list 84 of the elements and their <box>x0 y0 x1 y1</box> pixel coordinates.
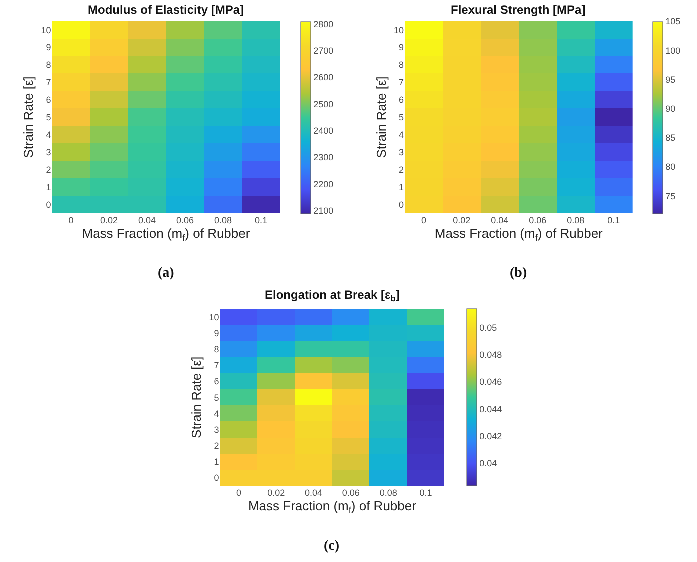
x-tick-label: 0.04 <box>491 216 509 226</box>
color-bar-label: 80 <box>666 162 676 172</box>
color-bar-label: 0.04 <box>480 458 498 468</box>
x-tick-label: 0.06 <box>176 216 194 226</box>
y-tick-label: 0 <box>398 200 404 210</box>
color-bar-label: 2500 <box>314 99 334 110</box>
y-axis-title: Strain Rate [ε̇] <box>21 76 36 158</box>
color-bar-label: 100 <box>666 46 681 56</box>
y-tick-label: 3 <box>398 148 404 158</box>
text: (a) <box>158 266 175 281</box>
color-bar-label: 2700 <box>314 46 334 56</box>
x-tick-label: 0.1 <box>608 216 620 226</box>
y-tick-label: 3 <box>46 148 52 158</box>
x-tick-label: 0.02 <box>268 488 286 498</box>
x-tick-label: 0.04 <box>304 488 323 498</box>
x-tick-label: 0.06 <box>342 488 360 498</box>
color-bar-label: 0.044 <box>480 404 502 414</box>
y-tick-label: 2 <box>214 441 220 452</box>
y-tick-label: 8 <box>214 344 220 354</box>
x-tick-label: 0.1 <box>254 216 268 226</box>
x-tick-label: 0.04 <box>138 216 156 226</box>
color-bar-label: 75 <box>666 191 676 202</box>
y-tick-label: 4 <box>398 130 404 140</box>
y-tick-label: 0 <box>46 200 52 210</box>
y-tick-label: 1 <box>214 457 220 468</box>
y-tick-label: 9 <box>46 42 52 53</box>
color-bar-label: 90 <box>666 104 676 114</box>
y-tick-label: 1 <box>46 182 52 192</box>
y-tick-label: 7 <box>214 360 220 371</box>
text: (c) <box>324 539 340 554</box>
chart-title: Modulus of Elasticity [MPa] <box>88 3 244 17</box>
y-axis-title: Strain Rate [ε̇] <box>374 76 389 158</box>
color-bar-label: 0.042 <box>480 431 502 442</box>
color-bar-label: 0.05 <box>480 323 498 334</box>
y-tick-label: 4 <box>46 130 52 140</box>
color-bar-label: 105 <box>666 16 681 27</box>
y-tick-label: 5 <box>214 392 220 403</box>
x-tick-label: 0.08 <box>214 216 232 226</box>
x-axis-title: Mass Fraction (m$_{f}$) of Rubber <box>248 498 418 516</box>
text: (b) <box>510 266 528 281</box>
y-tick-label: 9 <box>398 42 404 53</box>
color-bar-label: 2300 <box>314 152 334 163</box>
y-tick-label: 2 <box>398 165 404 176</box>
x-tick-label: 0.08 <box>380 488 398 498</box>
x-tick-label: 0 <box>236 488 242 498</box>
color-bar-label: 0.048 <box>480 350 502 360</box>
y-tick-label: 8 <box>398 60 404 70</box>
color-bar-label: 2800 <box>314 19 334 30</box>
y-tick-label: 6 <box>214 376 220 387</box>
x-tick-label: 0.02 <box>100 216 118 226</box>
x-tick-label: 0.08 <box>567 216 585 226</box>
x-tick-label: 0 <box>421 216 426 226</box>
y-tick-label: 10 <box>394 25 404 36</box>
x-axis-title: Mass Fraction (m$_{f}$) of Rubber <box>434 226 604 243</box>
y-tick-label: 7 <box>46 78 52 88</box>
x-tick-label: 0 <box>68 216 74 226</box>
y-tick-label: 3 <box>214 424 220 435</box>
y-tick-label: 5 <box>398 112 404 123</box>
chart-title: Flexural Strength [MPa] <box>451 3 586 17</box>
y-tick-label: 10 <box>209 312 220 322</box>
color-bar-label: 85 <box>666 133 676 144</box>
y-tick-label: 9 <box>214 328 220 338</box>
color-bar-label: 2200 <box>314 179 334 190</box>
y-axis-title: Strain Rate [ε̇] <box>189 356 204 438</box>
color-bar-label: 2600 <box>314 72 334 83</box>
y-tick-label: 1 <box>398 182 404 192</box>
x-tick-label: 0.1 <box>420 488 432 498</box>
color-bar-label: 2400 <box>314 126 334 136</box>
y-tick-label: 6 <box>398 95 404 106</box>
y-tick-label: 0 <box>214 473 220 484</box>
y-tick-label: 6 <box>46 95 52 106</box>
x-tick-label: 0.02 <box>453 216 471 226</box>
y-tick-label: 5 <box>46 112 52 123</box>
color-bar-label: 95 <box>666 74 676 85</box>
x-axis-title: Mass Fraction (m$_{f}$) of Rubber <box>82 226 251 243</box>
y-tick-label: 4 <box>214 408 220 419</box>
color-bar-label: 0.046 <box>480 377 502 388</box>
y-tick-label: 10 <box>41 25 52 36</box>
chart-title: Elongation at Break [ε$_{b}$] <box>265 288 400 304</box>
y-tick-label: 7 <box>398 78 404 88</box>
y-tick-label: 8 <box>46 60 52 70</box>
x-tick-label: 0.06 <box>529 216 547 226</box>
color-bar-label: 2100 <box>314 206 334 216</box>
y-tick-label: 2 <box>46 165 52 176</box>
